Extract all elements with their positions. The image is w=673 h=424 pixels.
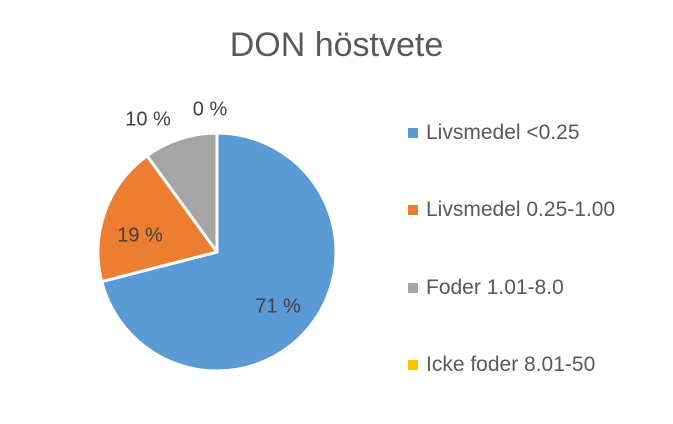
legend-swatch	[408, 360, 418, 370]
legend-item-foder-1-01-8-0: Foder 1.01-8.0	[408, 273, 564, 303]
data-label-icke-foder-8-01-50: 0 %	[193, 98, 228, 120]
legend-label: Livsmedel <0.25	[426, 121, 580, 144]
pie-slice-livsmedel-0-25	[100, 131, 338, 373]
legend-label: Foder 1.01-8.0	[426, 276, 564, 299]
pie-slice-livsmedel-0-25-1-00	[96, 154, 219, 284]
legend-item-livsmedel-0-25-1-00: Livsmedel 0.25-1.00	[408, 195, 615, 225]
pie-slice-foder-1-01-8-0	[145, 131, 219, 254]
legend-item-livsmedel-0-25: Livsmedel <0.25	[408, 118, 580, 148]
data-label-livsmedel-0-25: 71 %	[255, 295, 301, 317]
legend-label: Icke foder 8.01-50	[426, 353, 596, 376]
chart-title: DON höstvete	[229, 26, 444, 64]
legend-swatch	[408, 283, 418, 293]
legend-swatch	[408, 205, 418, 215]
legend-swatch	[408, 128, 418, 138]
legend-item-icke-foder-8-01-50: Icke foder 8.01-50	[408, 350, 595, 380]
data-label-livsmedel-0-25-1-00: 19 %	[117, 224, 163, 246]
data-label-foder-1-01-8-0: 10 %	[125, 108, 171, 130]
legend-label: Livsmedel 0.25-1.00	[426, 198, 616, 221]
